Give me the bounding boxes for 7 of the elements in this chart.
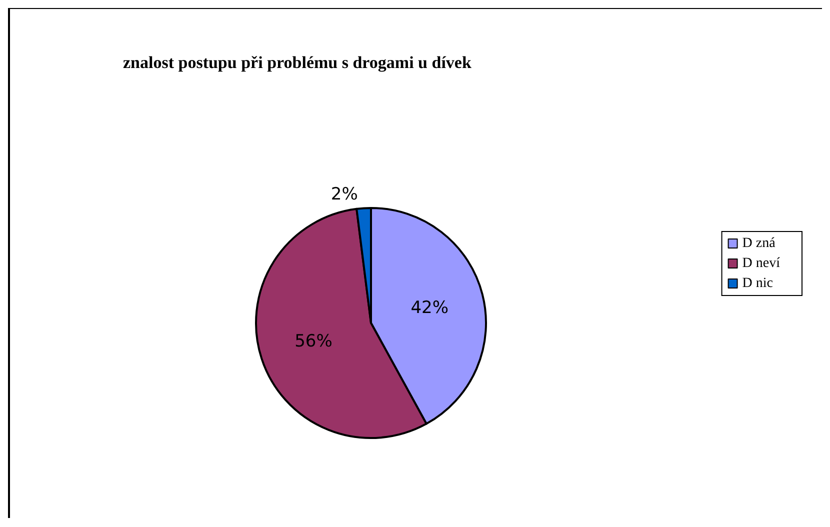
legend-label: D neví [742,256,780,271]
data-label: 56% [294,332,332,352]
chart-title: znalost postupu při problému s drogami u dívek [123,53,472,72]
legend-label: D nic [742,276,774,291]
data-label: 2% [330,184,358,204]
data-label: 42% [410,298,448,318]
legend-label: D zná [742,236,776,251]
